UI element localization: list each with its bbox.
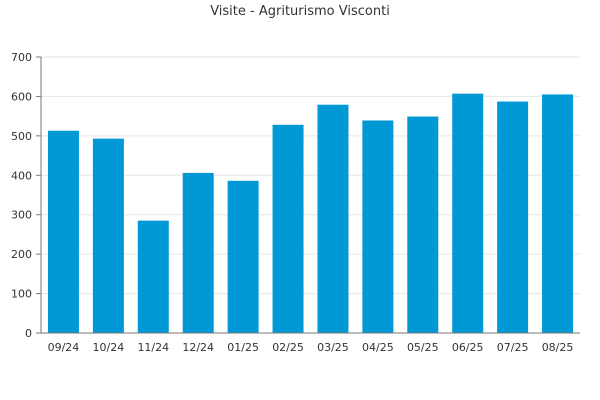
bar: [137, 220, 169, 333]
bar: [272, 124, 304, 334]
x-tick-label: 11/24: [137, 341, 169, 354]
y-tick-label: 300: [11, 209, 32, 222]
bar: [182, 172, 214, 333]
x-tick-label: 05/25: [407, 341, 439, 354]
x-tick-label: 01/25: [227, 341, 259, 354]
y-tick-label: 400: [11, 169, 32, 182]
x-tick-label: 07/25: [497, 341, 529, 354]
y-tick-label: 100: [11, 288, 32, 301]
y-tick-label: 200: [11, 248, 32, 261]
y-tick-label: 500: [11, 130, 32, 143]
gridlines: [41, 56, 580, 295]
chart-title: Visite - Agriturismo Visconti: [210, 4, 390, 19]
bar: [407, 116, 439, 333]
bar: [497, 101, 529, 333]
x-axis-ticks: 09/24 10/24 11/24 12/24 01/25 02/25 03/25 04/25…: [48, 341, 574, 354]
y-axis-ticks: 0 100 200 300 400 500 600 700: [11, 51, 41, 340]
bar: [92, 138, 124, 333]
x-tick-label: 08/25: [542, 341, 574, 354]
x-tick-label: 06/25: [452, 341, 484, 354]
x-tick-label: 03/25: [317, 341, 349, 354]
bar: [317, 104, 349, 333]
axes: [40, 57, 580, 334]
y-tick-label: 600: [11, 90, 32, 103]
bar: [542, 94, 574, 333]
bar: [47, 130, 79, 333]
x-tick-label: 09/24: [48, 341, 80, 354]
bars: [47, 93, 574, 334]
bar: [362, 120, 394, 333]
bar: [227, 180, 259, 333]
x-tick-label: 12/24: [182, 341, 214, 354]
bar: [452, 93, 484, 333]
x-tick-label: 10/24: [93, 341, 125, 354]
y-tick-label: 0: [25, 327, 32, 340]
x-tick-label: 04/25: [362, 341, 394, 354]
x-tick-label: 02/25: [272, 341, 304, 354]
y-tick-label: 700: [11, 51, 32, 64]
